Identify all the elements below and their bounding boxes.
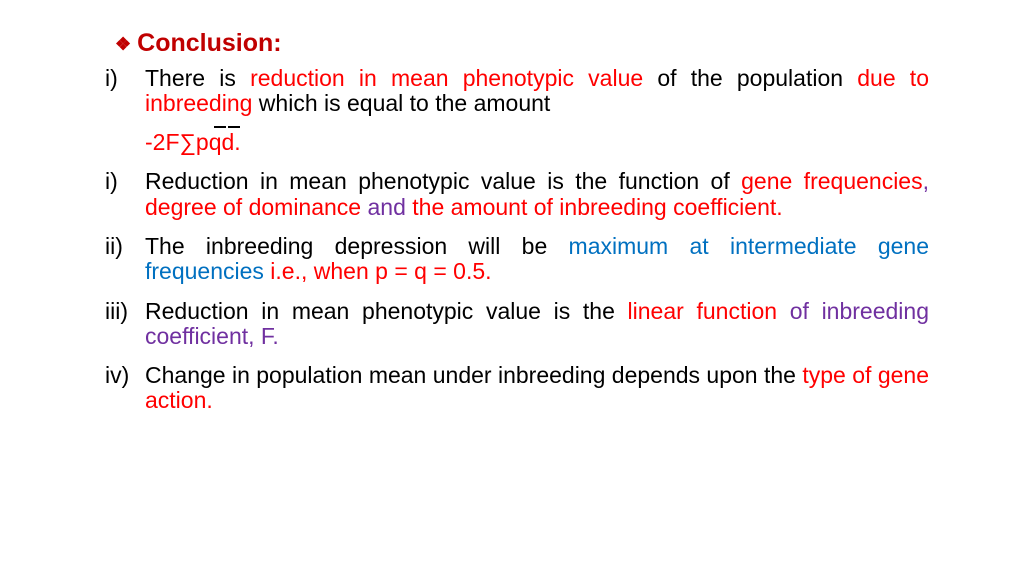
slide-content: ❖Conclusion: i)There is reduction in mea… [0, 0, 1024, 458]
list-item: ii) The inbreeding depression will be ma… [105, 234, 929, 285]
item-body: There is reduction in mean phenotypic va… [145, 66, 929, 117]
item-body: The inbreeding depression will be maximu… [145, 234, 929, 285]
text-segment: Reduction in mean phenotypic value is th… [145, 168, 741, 194]
text-segment: p = q = 0.5. [375, 258, 491, 284]
text-segment: i.e., when [264, 258, 375, 284]
item-body: Reduction in mean phenotypic value is th… [145, 299, 929, 350]
item-marker: iii) [105, 299, 145, 324]
item-marker: ii) [105, 234, 145, 259]
text-segment: of the population [643, 65, 857, 91]
overbar-q-icon [228, 126, 240, 128]
text-segment: Reduction in mean phenotypic value is th… [145, 298, 628, 324]
list-item: iv)Change in population mean under inbre… [105, 363, 929, 414]
overbar-p-icon [214, 126, 226, 128]
heading-text: Conclusion: [137, 29, 281, 57]
text-segment: degree of dominance [145, 194, 361, 220]
list-top: i)There is reduction in mean phenotypic … [105, 66, 929, 117]
item-marker: i) [105, 66, 145, 91]
list-bottom: i)Reduction in mean phenotypic value is … [105, 169, 929, 413]
list-item: i)Reduction in mean phenotypic value is … [105, 169, 929, 220]
list-item: iii) Reduction in mean phenotypic value … [105, 299, 929, 350]
diamond-bullet-icon: ❖ [115, 34, 131, 54]
item-body: Change in population mean under inbreedi… [145, 363, 929, 414]
item-marker: iv) [105, 363, 145, 388]
formula-text: -2F∑pqd. [145, 130, 241, 155]
text-segment: linear function [628, 298, 790, 324]
text-segment: and [361, 194, 412, 220]
text-segment: reduction in mean phenotypic value [250, 65, 643, 91]
item-marker: i) [105, 169, 145, 194]
text-segment: , [923, 168, 929, 194]
formula-line: -2F∑pqd. [145, 130, 929, 155]
item-body: Reduction in mean phenotypic value is th… [145, 169, 929, 220]
text-segment: gene frequencies [741, 168, 922, 194]
text-segment: There is [145, 65, 250, 91]
text-segment: Change in population mean under inbreedi… [145, 362, 802, 388]
text-segment: the amount of inbreeding coefficient. [412, 194, 782, 220]
text-segment: which is equal to the amount [252, 90, 550, 116]
text-segment: The inbreeding depression will be [145, 233, 569, 259]
conclusion-heading: ❖ Conclusion: [115, 30, 929, 58]
list-item: i)There is reduction in mean phenotypic … [105, 66, 929, 117]
